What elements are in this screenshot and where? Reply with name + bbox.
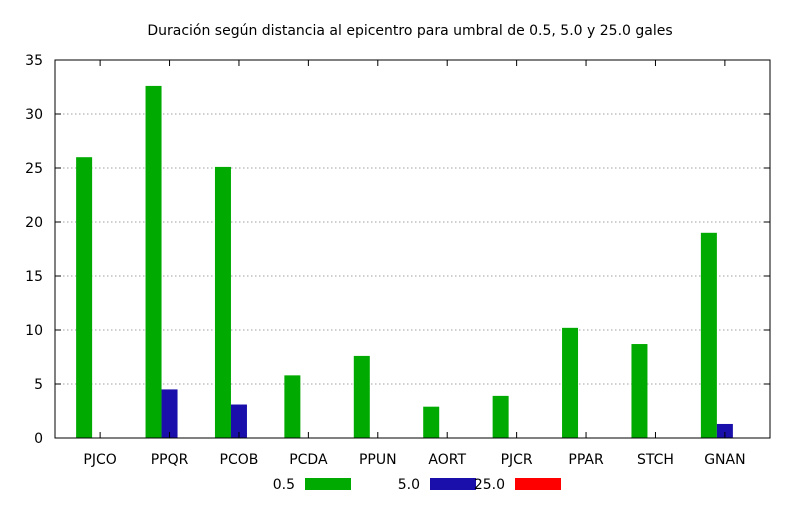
bar-0.5-AORT xyxy=(423,406,440,438)
bar-0.5-PPUN xyxy=(353,355,370,438)
x-tick-label: STCH xyxy=(637,452,674,468)
bar-0.5-PCDA xyxy=(284,375,301,438)
y-tick-label: 30 xyxy=(25,107,43,123)
x-tick-label: PCDA xyxy=(289,452,328,468)
y-tick-label: 15 xyxy=(25,269,43,285)
legend-swatch xyxy=(430,478,476,490)
bar-5.0-GNAN xyxy=(716,423,733,438)
chart-title: Duración según distancia al epicentro pa… xyxy=(147,23,672,39)
plot-frame xyxy=(54,59,771,439)
y-tick-label: 5 xyxy=(34,377,43,393)
legend-label: 25.0 xyxy=(474,477,505,493)
legend-label: 5.0 xyxy=(398,477,420,493)
x-tick-label: AORT xyxy=(428,452,466,468)
x-tick-label: PCOB xyxy=(220,452,259,468)
legend: 0.5 5.0 25.0 xyxy=(273,477,561,493)
y-tick-label: 35 xyxy=(25,53,43,69)
x-tick-label: PJCO xyxy=(83,452,116,468)
y-tick-label: 20 xyxy=(25,215,43,231)
x-tick-label: PPQR xyxy=(151,452,189,468)
bar-0.5-PPQR xyxy=(145,85,162,439)
legend-label: 0.5 xyxy=(273,477,295,493)
y-tick-label: 25 xyxy=(25,161,43,177)
bar-0.5-GNAN xyxy=(700,232,717,438)
bars xyxy=(76,85,733,439)
x-tick-label: PPAR xyxy=(568,452,604,468)
bar-0.5-STCH xyxy=(631,344,648,438)
legend-swatch xyxy=(305,478,351,490)
bar-5.0-PCOB xyxy=(230,404,247,438)
y-tick-label: 0 xyxy=(34,431,43,447)
x-tick-label: PPUN xyxy=(359,452,397,468)
grid-lines xyxy=(55,113,770,385)
x-axis-labels: PJCO PPQR PCOB PCDA PPUN AORT PJCR PPAR STCH GNAN xyxy=(83,60,746,468)
bar-0.5-PJCO xyxy=(76,157,93,438)
x-tick-label: PJCR xyxy=(501,452,533,468)
legend-swatch xyxy=(515,478,561,490)
bar-0.5-PCOB xyxy=(214,166,231,439)
y-axis-ticks: 0 5 10 15 20 25 30 35 xyxy=(25,53,770,447)
bar-0.5-PJCR xyxy=(492,395,509,438)
bar-0.5-PPAR xyxy=(562,327,579,438)
bar-5.0-PPQR xyxy=(161,389,178,438)
y-tick-label: 10 xyxy=(25,323,43,339)
x-tick-label: GNAN xyxy=(704,452,745,468)
